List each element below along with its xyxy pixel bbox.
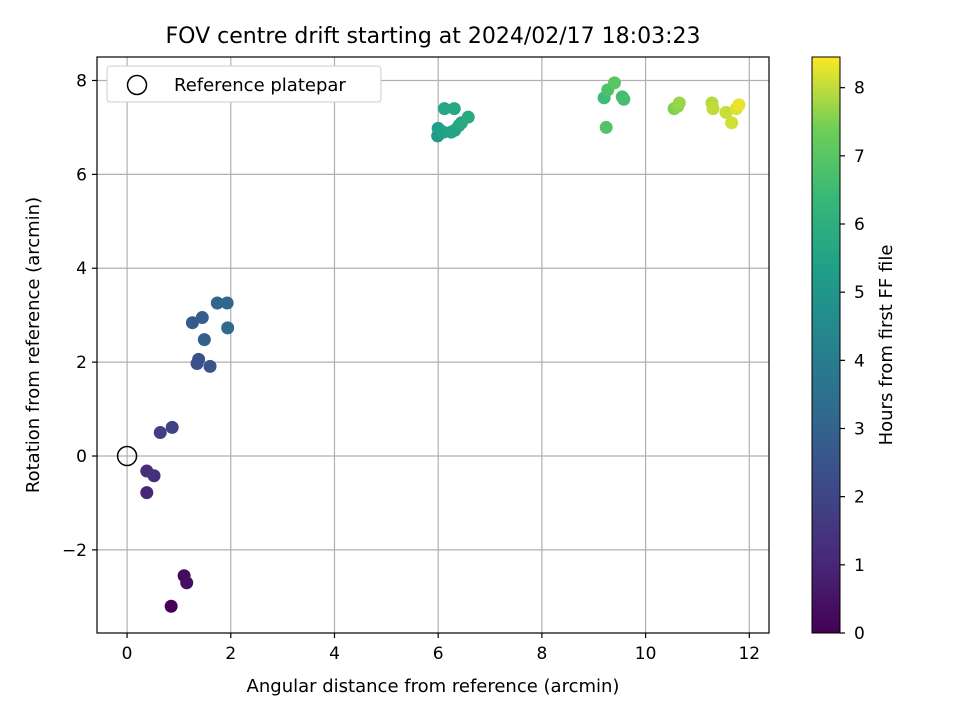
data-point bbox=[147, 469, 161, 483]
data-point bbox=[203, 359, 217, 373]
x-tick-label: 12 bbox=[738, 644, 760, 664]
x-tick-label: 6 bbox=[433, 644, 444, 664]
x-tick-label: 2 bbox=[225, 644, 236, 664]
y-tick-label: 8 bbox=[76, 71, 87, 91]
y-tick-label: 6 bbox=[76, 165, 87, 185]
axis-ticks: 0 2 4 6 8 10 12 −2 0 2 4 6 8 bbox=[62, 71, 760, 664]
colorbar-tick-label: 0 bbox=[854, 624, 865, 644]
legend-marker-reference bbox=[126, 74, 148, 96]
legend-label-reference: Reference platepar bbox=[174, 75, 346, 96]
data-point bbox=[210, 296, 224, 310]
data-point bbox=[437, 102, 451, 116]
y-axis-label: Rotation from reference (arcmin) bbox=[23, 197, 44, 493]
colorbar-tick-label: 6 bbox=[854, 215, 865, 235]
legend: Reference platepar bbox=[106, 65, 382, 103]
data-point bbox=[461, 110, 475, 124]
colorbar-tick-label: 7 bbox=[854, 147, 865, 167]
y-tick-label: −2 bbox=[62, 541, 87, 561]
data-point bbox=[672, 96, 686, 110]
chart-title: FOV centre drift starting at 2024/02/17 … bbox=[166, 24, 701, 49]
data-point bbox=[220, 296, 234, 310]
data-point bbox=[197, 333, 211, 347]
data-points bbox=[116, 76, 746, 613]
data-point bbox=[153, 426, 167, 440]
x-axis-label: Angular distance from reference (arcmin) bbox=[247, 676, 620, 697]
data-point bbox=[719, 105, 733, 119]
y-tick-label: 2 bbox=[76, 353, 87, 373]
colorbar-tick-label: 5 bbox=[854, 283, 865, 303]
colorbar-tick-label: 3 bbox=[854, 420, 865, 440]
colorbar-label: Hours from first FF file bbox=[876, 245, 897, 446]
data-point bbox=[607, 76, 621, 90]
data-point bbox=[732, 98, 746, 112]
reference-platepar-marker bbox=[116, 445, 138, 467]
colorbar-tick-label: 2 bbox=[854, 488, 865, 508]
data-point bbox=[185, 316, 199, 330]
data-point bbox=[180, 576, 194, 590]
y-tick-label: 0 bbox=[76, 447, 87, 467]
x-tick-label: 4 bbox=[329, 644, 340, 664]
data-point bbox=[221, 321, 235, 335]
colorbar-tick-label: 1 bbox=[854, 556, 865, 576]
data-point bbox=[617, 92, 631, 106]
x-tick-label: 10 bbox=[635, 644, 657, 664]
colorbar-ticks: 0 1 2 3 4 5 6 7 8 bbox=[840, 79, 865, 644]
data-point bbox=[192, 352, 206, 366]
data-point bbox=[447, 102, 461, 116]
plot-frame bbox=[96, 56, 770, 634]
data-point bbox=[195, 311, 209, 325]
legend-box bbox=[106, 65, 382, 103]
colorbar-tick-label: 4 bbox=[854, 351, 865, 371]
grid-lines bbox=[97, 57, 769, 633]
data-point bbox=[725, 116, 739, 130]
data-point bbox=[140, 486, 154, 500]
colorbar: 0 1 2 3 4 5 6 7 8 Hours from first FF file bbox=[811, 56, 897, 644]
x-tick-label: 0 bbox=[122, 644, 133, 664]
data-point bbox=[599, 120, 613, 134]
colorbar-tick-label: 8 bbox=[854, 79, 865, 99]
x-tick-label: 8 bbox=[536, 644, 547, 664]
y-tick-label: 4 bbox=[76, 259, 87, 279]
data-point bbox=[164, 599, 178, 613]
colorbar-gradient bbox=[811, 56, 841, 634]
data-point bbox=[706, 102, 720, 116]
data-point bbox=[165, 420, 179, 434]
